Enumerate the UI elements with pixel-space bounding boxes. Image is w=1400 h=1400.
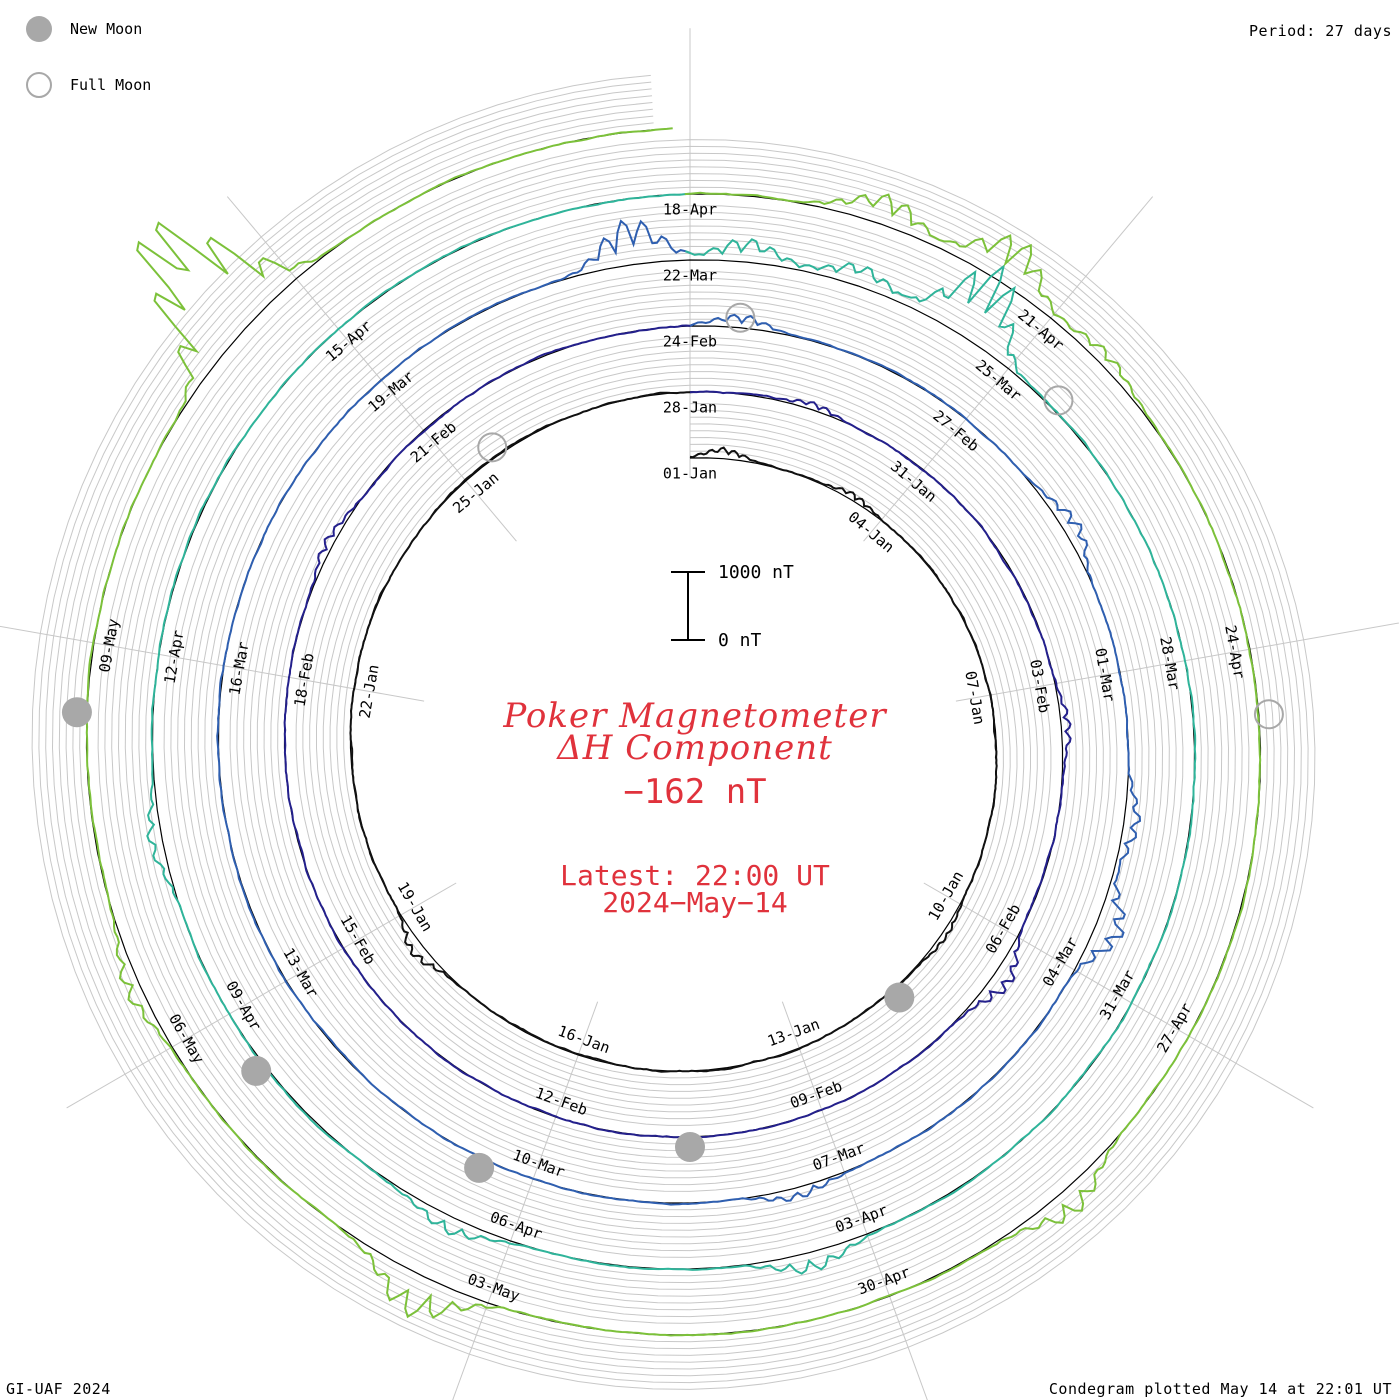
grid-offset-spiral: [51, 95, 1296, 1370]
grid-spoke: [781, 1001, 928, 1400]
footer-credit: GI-UAF 2024: [6, 1380, 111, 1398]
grid-offset-spiral: [72, 115, 1275, 1350]
date-label: 25-Jan: [449, 469, 502, 518]
period-label: Period: 27 days: [1249, 22, 1392, 40]
date-label: 10-Mar: [510, 1146, 567, 1181]
grid-spoke: [226, 196, 517, 542]
grid-spoke: [452, 1001, 599, 1400]
legend-full-moon: Full Moon: [26, 70, 151, 100]
current-value: −162 nT: [623, 772, 767, 812]
date-label: 04-Jan: [845, 508, 898, 557]
grid-spoke: [0, 625, 425, 702]
new-moon-marker: [241, 1055, 272, 1086]
scale-bottom-label: 0 nT: [718, 630, 762, 651]
chart-title-line2: ΔH Component: [557, 728, 833, 768]
date-label: 01-Jan: [663, 465, 717, 483]
grid-offset-spiral: [45, 88, 1302, 1377]
footer-plot-time: Condegram plotted May 14 at 22:01 UT: [1048, 1380, 1392, 1398]
latest-date: 2024−May−14: [602, 886, 788, 919]
grid-offset-spiral: [58, 102, 1289, 1363]
grid-spoke: [66, 882, 457, 1109]
trace-turn-3: [216, 219, 1142, 1206]
new-moon-marker: [884, 982, 915, 1013]
full-moon-marker: [725, 302, 756, 333]
grid-spoke: [923, 882, 1314, 1109]
date-label: 01-Mar: [1091, 647, 1118, 703]
full-moon-marker: [477, 432, 508, 463]
date-label: 03-Apr: [833, 1201, 890, 1236]
chart-title-line1: Poker Magnetometer: [503, 696, 887, 736]
full-moon-icon: [26, 72, 52, 98]
date-label: 15-Apr: [322, 317, 375, 366]
grid-offset-spiral: [65, 108, 1282, 1356]
date-label: 06-Apr: [488, 1208, 545, 1243]
date-label: 03-May: [465, 1270, 522, 1305]
full-moon-marker: [1043, 385, 1074, 416]
full-moon-marker: [1253, 699, 1284, 730]
date-label: 18-Apr: [663, 201, 717, 219]
new-moon-marker: [464, 1152, 495, 1183]
date-label: 22-Mar: [663, 267, 717, 285]
new-moon-label: New Moon: [70, 20, 143, 38]
grid-offset-spiral: [79, 122, 1268, 1343]
trace-turn-4: [146, 192, 1197, 1275]
moon-phase-markers: [61, 302, 1284, 1183]
date-label: 30-Apr: [855, 1263, 912, 1298]
scale-bar: [671, 571, 705, 641]
date-label: 13-Jan: [765, 1015, 822, 1050]
new-moon-marker: [675, 1132, 705, 1162]
date-label: 19-Mar: [364, 367, 417, 416]
date-label: 09-Feb: [788, 1077, 845, 1112]
grid-spoke: [955, 622, 1399, 702]
grid-offset-spiral: [38, 81, 1309, 1384]
grid-offset-spiral: [31, 74, 1316, 1390]
date-label: 27-Feb: [929, 407, 982, 456]
scale-top-label: 1000 nT: [718, 562, 794, 583]
new-moon-marker: [61, 697, 92, 728]
date-label: 16-Jan: [555, 1022, 612, 1057]
date-label: 07-Mar: [810, 1139, 867, 1174]
date-label: 21-Apr: [1014, 306, 1067, 355]
trace-turn-1: [349, 391, 998, 1073]
date-label: 21-Feb: [407, 418, 460, 467]
full-moon-label: Full Moon: [70, 76, 152, 94]
date-label: 22-Jan: [356, 663, 383, 719]
date-label: 28-Jan: [663, 399, 717, 417]
date-label: 25-Mar: [972, 356, 1025, 405]
legend-new-moon: New Moon: [26, 14, 142, 44]
latest-time: Latest: 22:00 UT: [560, 859, 830, 892]
new-moon-icon: [26, 16, 52, 42]
date-label: 24-Feb: [663, 333, 717, 351]
trace-turn-5: [85, 127, 1262, 1337]
date-label: 12-Feb: [533, 1084, 590, 1119]
